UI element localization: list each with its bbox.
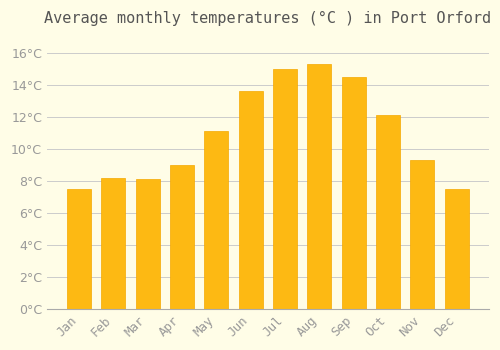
Bar [445, 189, 469, 309]
Bar [102, 178, 126, 309]
Bar [170, 165, 194, 309]
Bar [136, 179, 160, 309]
Bar [342, 77, 366, 309]
Bar [376, 116, 400, 309]
Bar [204, 131, 229, 309]
Bar [410, 160, 434, 309]
Bar [308, 64, 332, 309]
Bar [238, 91, 263, 309]
Bar [273, 69, 297, 309]
Bar [67, 189, 91, 309]
Title: Average monthly temperatures (°C ) in Port Orford: Average monthly temperatures (°C ) in Po… [44, 11, 492, 26]
